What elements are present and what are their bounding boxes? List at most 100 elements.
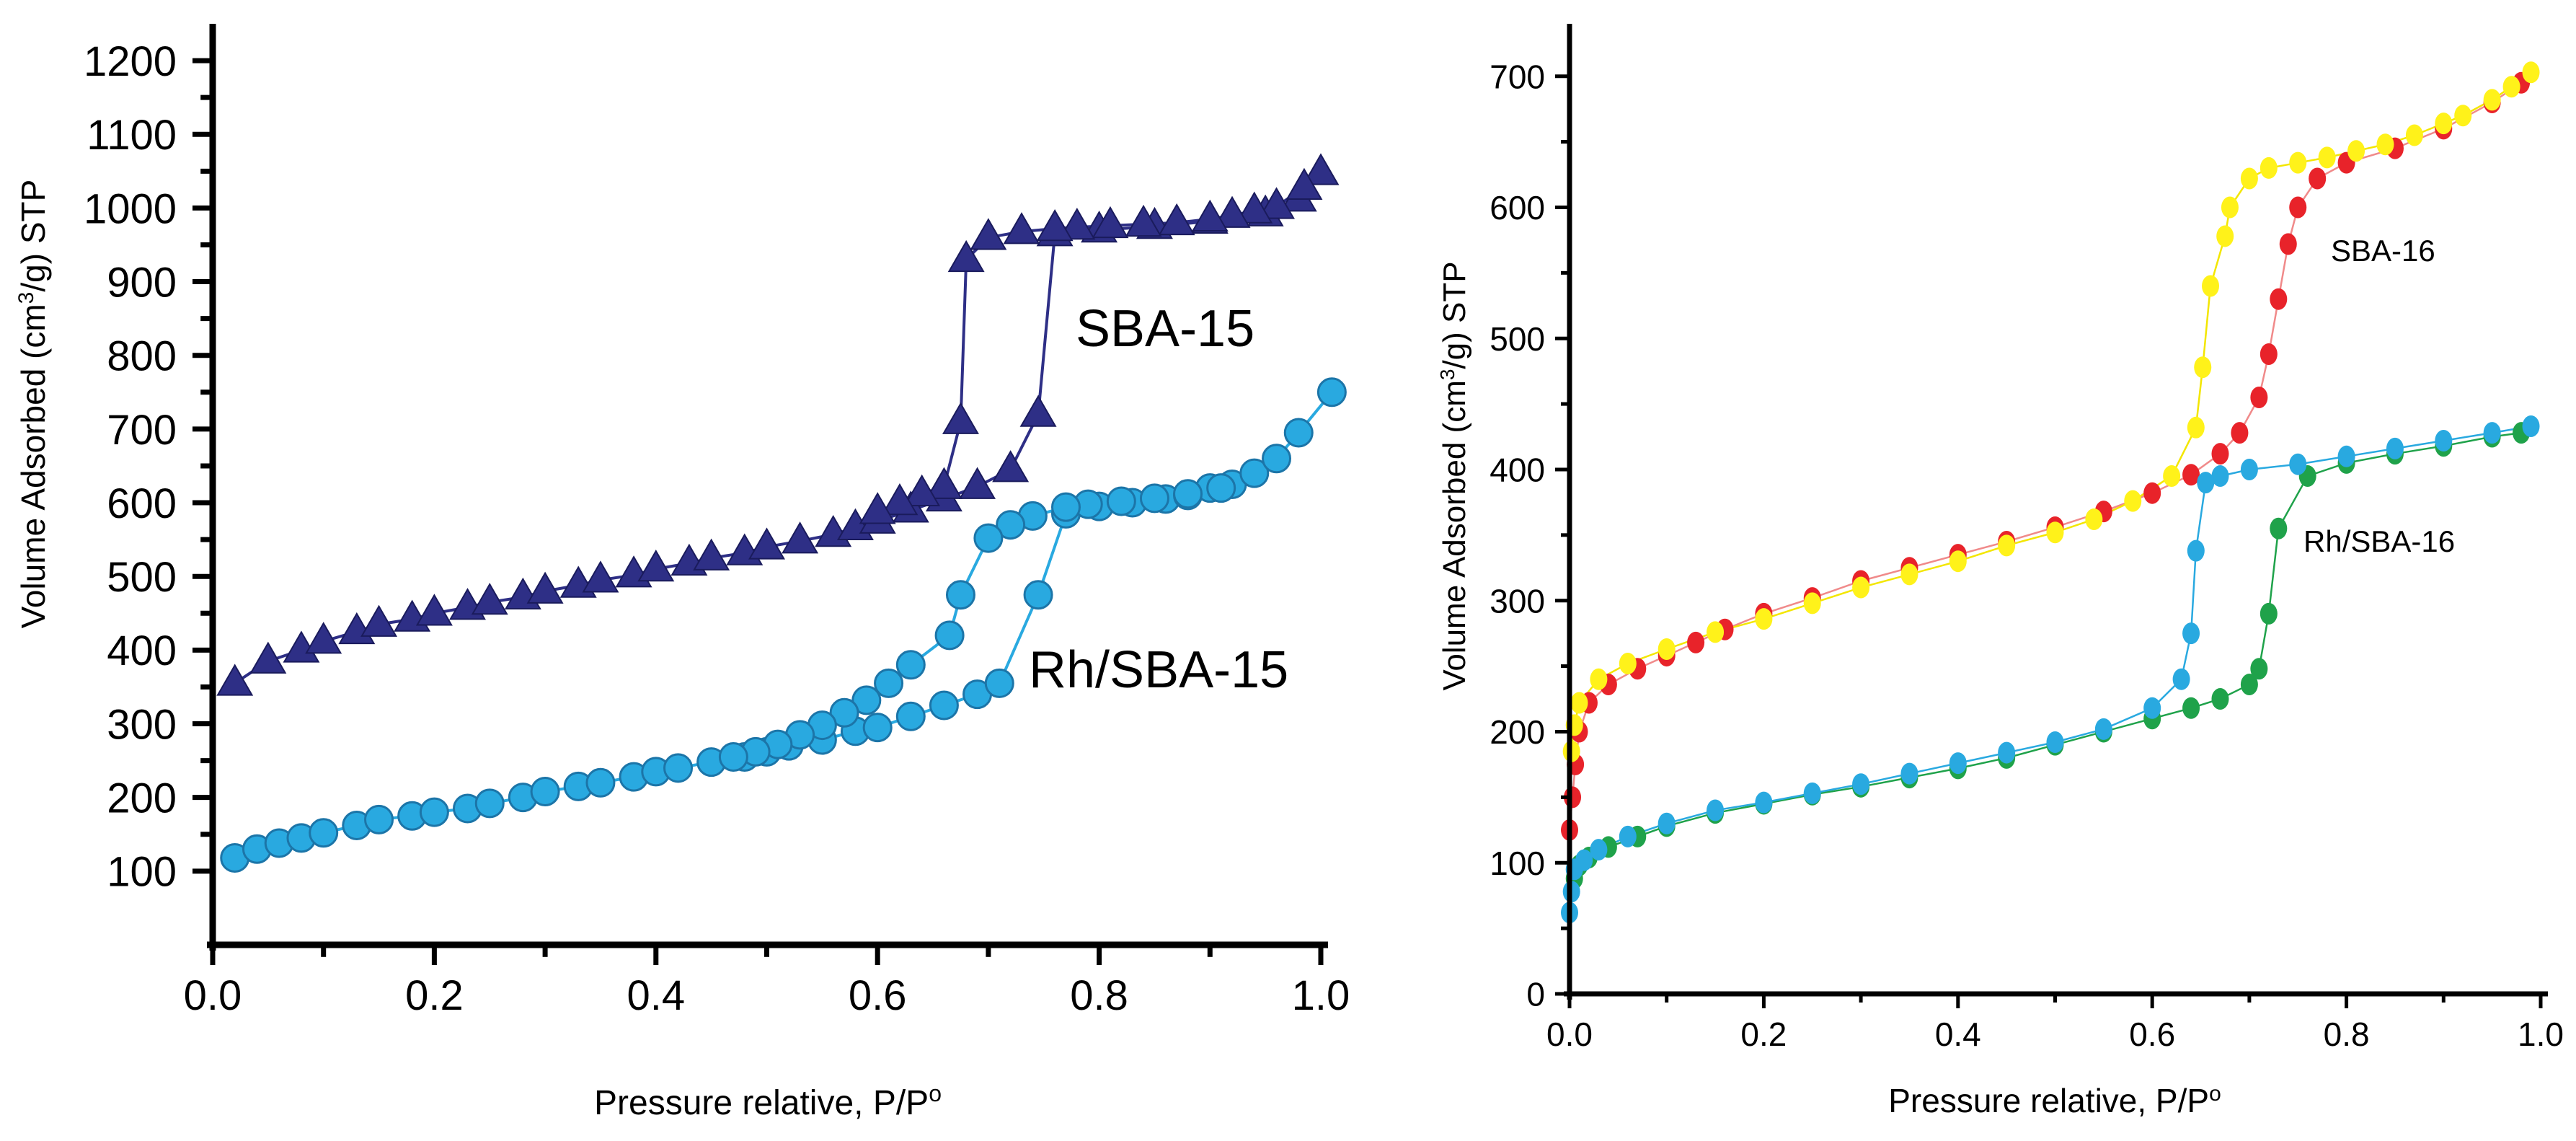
data-point (2094, 718, 2112, 740)
data-point (249, 641, 287, 674)
x-tick-label: 0.0 (184, 972, 242, 1019)
series-line-sba-16-desorption--desorption (1570, 71, 2532, 752)
data-point (1283, 418, 1314, 448)
data-point (1900, 762, 1918, 785)
data-point (1570, 692, 1588, 714)
data-point (1050, 492, 1081, 522)
y-tick-label: 500 (107, 554, 177, 601)
y-tick-label: 1200 (84, 38, 177, 85)
y-tick-label: 100 (1490, 845, 1545, 882)
x-tick-label: 0.4 (627, 972, 685, 1019)
data-point (1803, 592, 1821, 614)
data-point (942, 402, 979, 434)
data-point (2250, 387, 2268, 409)
data-point (1657, 638, 1676, 660)
chart-right: 0.0 0.2 0.4 0.6 0.8 1.0 0 100 200 300 400 500 600 700… (1436, 24, 2564, 1119)
data-point (2211, 443, 2229, 465)
x-tick-label: 0.6 (2129, 1016, 2175, 1053)
data-point (903, 474, 941, 507)
data-point (881, 483, 919, 516)
data-point (2172, 668, 2190, 690)
data-point (2483, 422, 2501, 444)
data-point (1590, 839, 1608, 861)
y-tick-label: 300 (1490, 582, 1545, 620)
data-point (1262, 444, 1292, 474)
y-tick-label: 700 (107, 407, 177, 454)
data-point (874, 668, 904, 698)
series-label-sba16: SBA-16 (2331, 234, 2435, 268)
data-point (2454, 105, 2472, 127)
data-point (2522, 61, 2540, 84)
series-line-rh-sba-16-desorption--desorption (1568, 425, 2531, 913)
data-point (2182, 622, 2200, 645)
data-point (829, 697, 859, 728)
data-point (2143, 697, 2161, 719)
data-point (959, 467, 996, 499)
data-point (1998, 534, 2016, 557)
y-tick-label: 0 (1526, 976, 1545, 1013)
x-tick-label: 0.8 (2324, 1016, 2370, 1053)
x-tick-label: 0.2 (1740, 1016, 1787, 1053)
left-x-axis-label: Pressure relative, P/Po (594, 1080, 942, 1122)
data-point (2202, 275, 2220, 297)
data-point (1803, 782, 1821, 804)
y-tick-label: 300 (107, 701, 177, 748)
data-point (526, 571, 564, 604)
data-point (2270, 517, 2288, 539)
data-point (1058, 207, 1096, 240)
data-point (1707, 621, 1725, 643)
y-tick-label: 200 (1490, 713, 1545, 751)
data-point (2240, 458, 2258, 480)
data-point (947, 239, 985, 273)
data-point (1852, 576, 1870, 599)
left-y-axis-label: Volume Adsorbed (cm3/g) STP (14, 180, 53, 629)
y-tick-label: 400 (1490, 451, 1545, 489)
data-point (1687, 631, 1705, 653)
data-point (862, 713, 893, 743)
data-point (474, 788, 505, 819)
data-point (2187, 539, 2205, 562)
data-point (2483, 89, 2501, 111)
series-label-rh-sba15: Rh/SBA-15 (1029, 641, 1288, 699)
data-point (2270, 288, 2288, 310)
data-point (929, 690, 959, 721)
data-point (1125, 204, 1162, 237)
data-point (1003, 212, 1040, 244)
series-label-sba15: SBA-15 (1076, 300, 1254, 358)
data-point (1657, 812, 1676, 834)
data-point (2405, 124, 2423, 146)
data-point (1316, 377, 1347, 408)
data-point (305, 622, 342, 654)
x-tick-label: 0.4 (1935, 1016, 1981, 1053)
data-point (2046, 731, 2064, 754)
data-point (782, 521, 819, 554)
data-point (2386, 437, 2404, 459)
data-point (851, 685, 882, 715)
y-tick-label: 400 (107, 627, 177, 674)
data-point (2182, 697, 2200, 719)
data-point (2279, 233, 2297, 255)
data-point (1019, 395, 1057, 427)
y-tick-label: 600 (1490, 189, 1545, 226)
data-point (1998, 741, 2016, 764)
data-point (984, 668, 1014, 698)
data-point (2259, 602, 2278, 625)
data-point (2259, 343, 2278, 366)
data-point (2289, 151, 2307, 174)
data-point (1036, 209, 1074, 242)
data-point (2240, 167, 2258, 190)
data-point (934, 620, 965, 651)
data-point (1106, 486, 1136, 516)
data-point (945, 580, 975, 610)
data-point (216, 664, 254, 696)
data-point (415, 594, 453, 626)
data-point (1139, 483, 1169, 514)
data-point (2435, 113, 2453, 135)
right-x-axis-label: Pressure relative, P/Po (1888, 1082, 2221, 1120)
data-point (1852, 773, 1870, 796)
data-point (2250, 658, 2268, 680)
y-tick-label: 700 (1490, 58, 1545, 95)
y-tick-label: 100 (107, 849, 177, 896)
data-point (693, 538, 730, 570)
data-point (582, 560, 619, 593)
